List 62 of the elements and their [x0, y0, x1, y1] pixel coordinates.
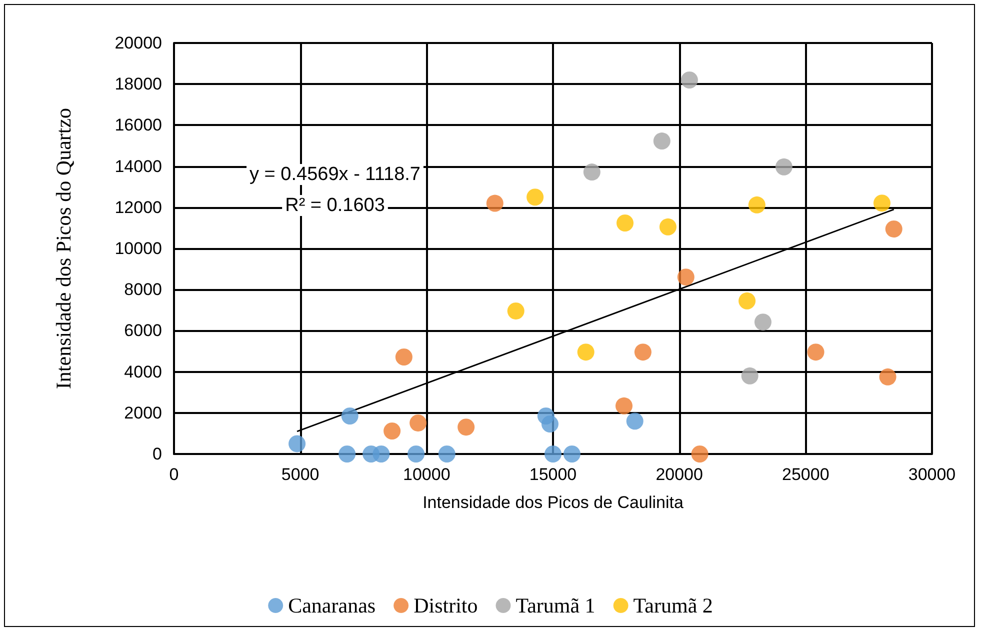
- point: [807, 344, 824, 361]
- point: [616, 214, 634, 232]
- point: [680, 71, 698, 88]
- point: [341, 407, 358, 424]
- point: [754, 314, 772, 331]
- point: [873, 194, 890, 212]
- x-tick-label: 30000: [908, 465, 956, 484]
- legend-label: Distrito: [414, 594, 478, 618]
- point: [577, 344, 594, 361]
- point: [507, 302, 524, 320]
- y-tick-label: 12000: [114, 198, 162, 217]
- y-tick-label: 8000: [124, 280, 162, 300]
- x-axis-title: Intensidade dos Picos de Caulinita: [422, 493, 684, 512]
- point: [583, 164, 600, 181]
- legend-label: Tarumã 1: [516, 594, 596, 618]
- point: [395, 348, 412, 366]
- legend-label: Canaranas: [288, 594, 376, 618]
- point: [677, 268, 694, 286]
- point: [541, 416, 558, 432]
- point: [659, 218, 676, 236]
- point: [458, 418, 475, 436]
- point: [338, 446, 356, 462]
- y-tick-label: 6000: [124, 321, 162, 340]
- y-tick-label: 16000: [114, 116, 162, 135]
- point: [691, 446, 708, 462]
- y-tick-label: 18000: [114, 74, 162, 94]
- x-tick-label: 25000: [782, 465, 830, 484]
- x-tick-label: 20000: [656, 465, 703, 484]
- y-tick-label: 2000: [124, 403, 162, 422]
- point: [775, 158, 792, 176]
- point: [372, 446, 390, 462]
- point: [408, 446, 425, 462]
- point: [634, 344, 652, 361]
- y-tick-label: 4000: [124, 362, 162, 382]
- y-tick-label: 10000: [114, 239, 162, 258]
- point: [288, 435, 306, 452]
- x-tick-label: 0: [169, 465, 179, 484]
- point: [616, 397, 632, 414]
- y-tick-label: 0: [152, 444, 162, 464]
- point: [486, 194, 504, 212]
- point: [748, 196, 766, 214]
- x-tick-label: 15000: [529, 465, 577, 484]
- point: [626, 412, 644, 430]
- point: [879, 368, 896, 386]
- x-tick-label: 10000: [403, 465, 450, 484]
- point: [384, 422, 401, 440]
- point: [653, 132, 670, 150]
- y-tick-label: 20000: [114, 34, 162, 52]
- annotation: y = 0.4569x - 1118.7: [250, 164, 420, 185]
- point: [741, 367, 758, 384]
- y-axis-title: Intensidade dos Picos do Quartzo: [52, 108, 76, 390]
- y-tick-label: 14000: [114, 156, 162, 176]
- point: [410, 414, 427, 432]
- point: [885, 220, 902, 238]
- point: [738, 292, 756, 310]
- annotation: R² = 0.1603: [285, 195, 385, 216]
- legend-label: Tarumã 2: [633, 594, 713, 618]
- x-tick-label: 5000: [281, 465, 320, 484]
- point: [544, 446, 562, 462]
- point: [563, 446, 580, 462]
- point: [526, 188, 544, 206]
- point: [438, 446, 456, 462]
